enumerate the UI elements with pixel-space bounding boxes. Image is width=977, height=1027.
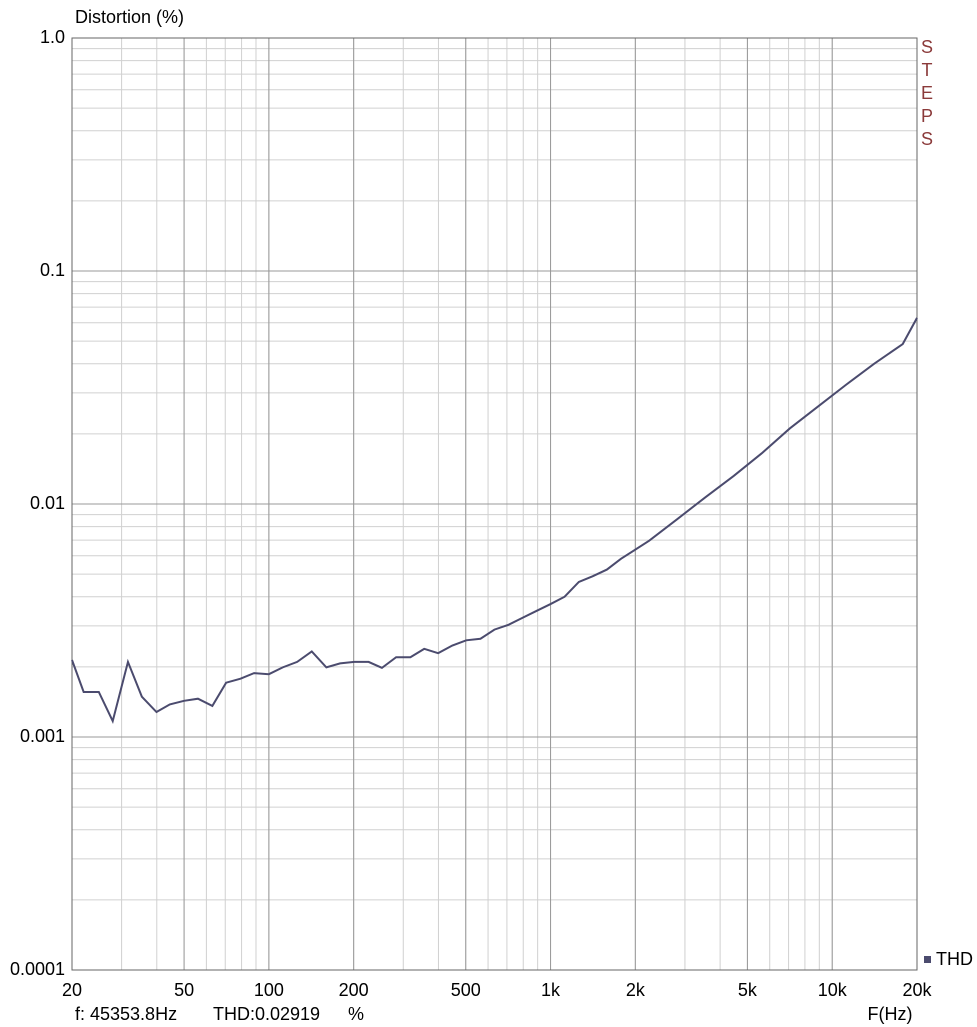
data-line [71, 317, 918, 725]
y-tick-label: 0.0001 [10, 959, 65, 979]
y-tick-label: 0.001 [20, 726, 65, 746]
x-tick-label: 200 [339, 980, 369, 1000]
x-tick-label: 500 [451, 980, 481, 1000]
readout-unit: % [348, 1004, 364, 1024]
readout-thd: THD:0.02919 [213, 1004, 320, 1024]
x-tick-label: 20k [902, 980, 932, 1000]
x-tick-label: 50 [174, 980, 194, 1000]
y-tick-label: 0.1 [40, 260, 65, 280]
y-tick-label: 0.01 [30, 493, 65, 513]
x-tick-label: 2k [626, 980, 646, 1000]
x-axis-label: F(Hz) [868, 1004, 913, 1024]
x-tick-label: 10k [818, 980, 848, 1000]
plot-frame [71, 37, 918, 971]
x-tick-label: 20 [62, 980, 82, 1000]
legend-swatch [924, 956, 931, 963]
readout-frequency: f: 45353.8Hz [75, 1004, 177, 1024]
x-tick-label: 5k [738, 980, 758, 1000]
watermark: STEPS [920, 37, 933, 149]
legend-label: THD [936, 949, 973, 969]
x-tick-label: 1k [541, 980, 561, 1000]
chart-title: Distortion (%) [75, 7, 184, 27]
y-tick-label: 1.0 [40, 27, 65, 47]
x-tick-label: 100 [254, 980, 284, 1000]
